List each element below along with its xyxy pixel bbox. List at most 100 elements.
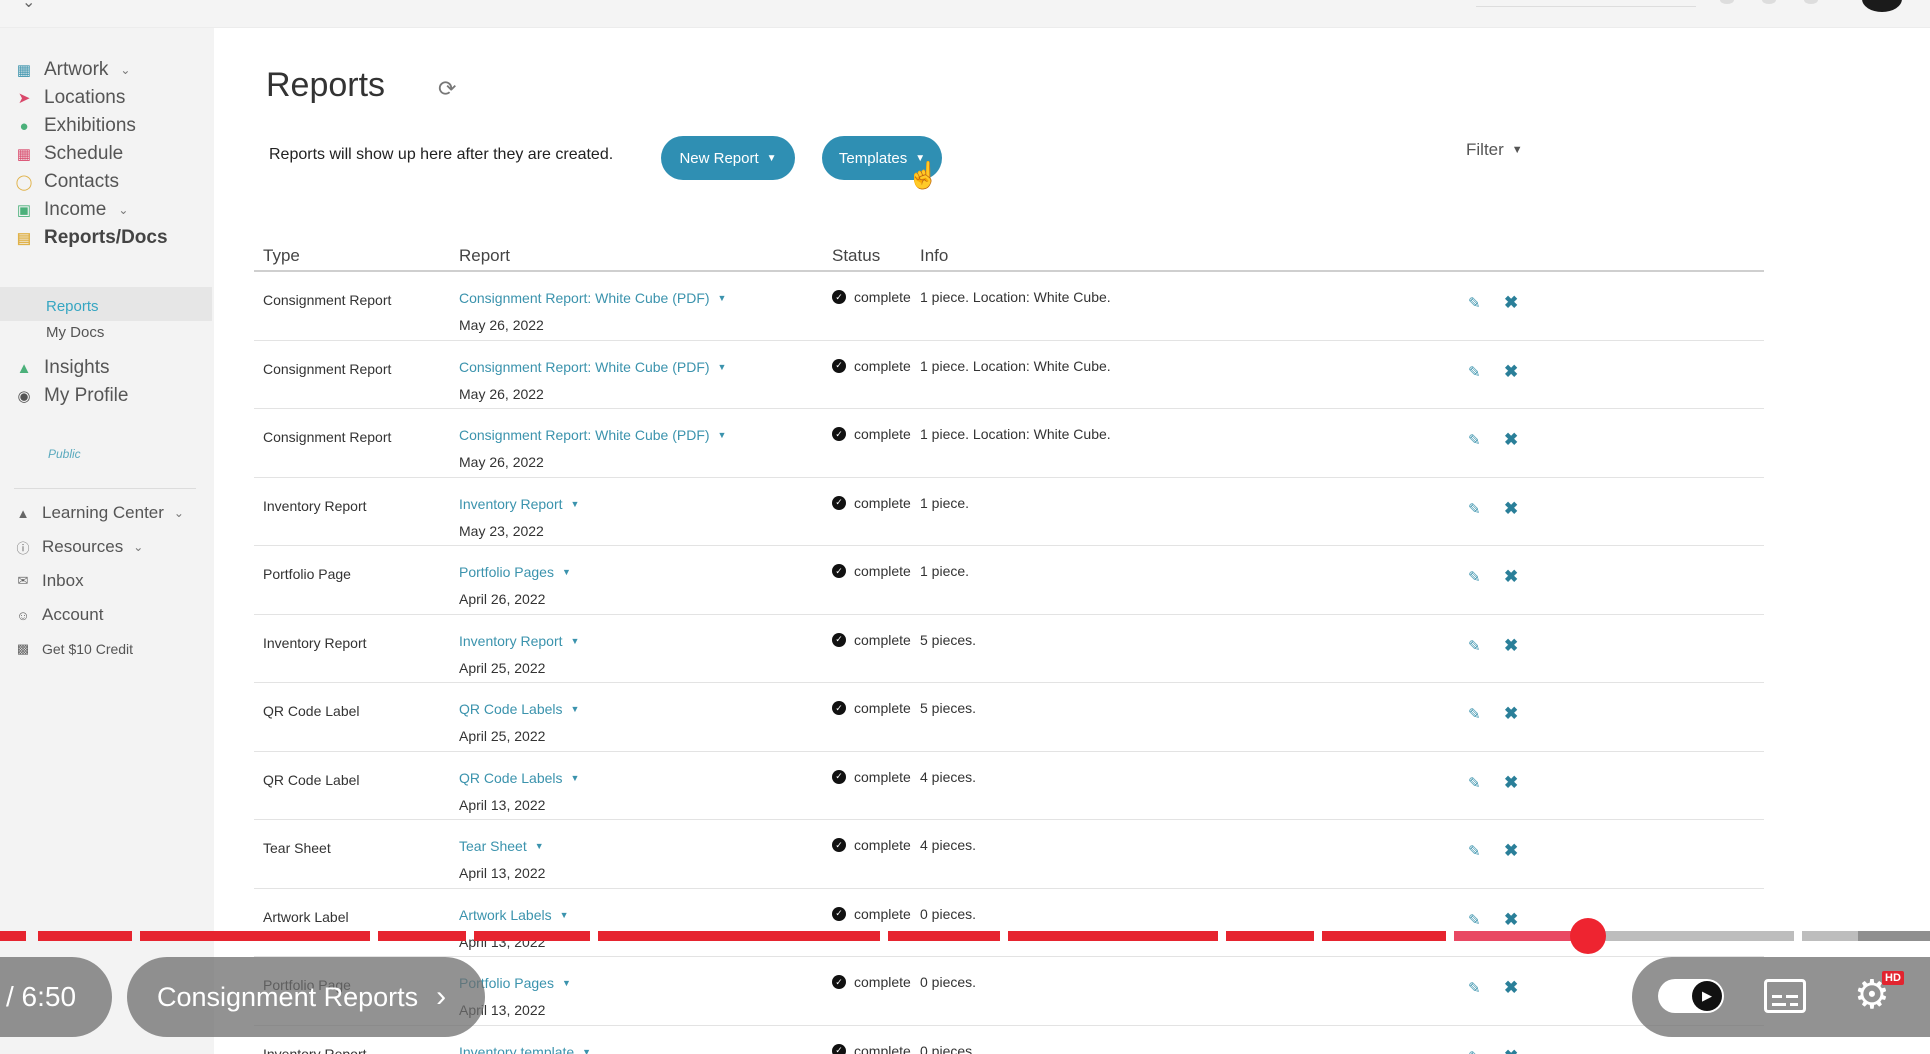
sidebar-item-account[interactable]: ☺ Account <box>14 602 103 628</box>
delete-icon[interactable]: ✖ <box>1504 293 1519 312</box>
sidebar-item-get-credit[interactable]: ▩ Get $10 Credit <box>14 636 133 662</box>
delete-icon[interactable]: ✖ <box>1504 704 1519 723</box>
sidebar-item-my-profile[interactable]: ◉ My Profile <box>14 382 128 410</box>
sidebar-item-inbox[interactable]: ✉ Inbox <box>14 568 84 594</box>
status-cell: ✓ complete <box>832 632 911 648</box>
check-circle-icon: ✓ <box>832 701 846 715</box>
edit-icon[interactable]: ✎ <box>1468 911 1481 929</box>
delete-icon[interactable]: ✖ <box>1504 1047 1522 1054</box>
map-pin-icon: ● <box>19 117 29 135</box>
report-link-label: Tear Sheet <box>459 838 527 854</box>
new-report-button[interactable]: New Report ▼ <box>661 136 795 180</box>
caret-down-icon[interactable]: ▼ <box>534 841 544 851</box>
edit-icon[interactable]: ✎ <box>1468 500 1481 518</box>
report-link[interactable]: Artwork Labels ▼ <box>459 907 569 923</box>
sidebar-item-artwork[interactable]: ▦ Artwork ⌄ <box>14 56 131 84</box>
sidebar-item-resources[interactable]: ⓘ Resources ⌄ <box>14 534 143 560</box>
report-link[interactable]: Consignment Report: White Cube (PDF) ▼ <box>459 427 726 443</box>
help-icon[interactable] <box>1762 0 1776 4</box>
caret-down-icon[interactable]: ▼ <box>570 498 580 509</box>
sidebar-item-schedule[interactable]: ▦ Schedule <box>14 140 123 168</box>
report-type: Inventory Report <box>263 1045 367 1054</box>
avatar[interactable] <box>1862 0 1902 12</box>
status-cell: ✓ complete <box>832 769 911 785</box>
caret-down-icon[interactable]: ▼ <box>717 430 727 440</box>
sidebar-item-insights[interactable]: ▲ Insights <box>14 354 110 382</box>
filter-dropdown[interactable]: Filter ▼ <box>1466 140 1523 160</box>
sidebar-item-exhibitions[interactable]: ● Exhibitions <box>14 112 135 140</box>
report-link[interactable]: Inventory Report ▼ <box>459 496 579 512</box>
scrubber-handle[interactable] <box>1570 918 1606 954</box>
caret-down-icon[interactable]: ▼ <box>717 361 727 372</box>
sidebar-subitem-reports[interactable]: Reports <box>46 298 99 315</box>
delete-icon[interactable]: ✖ <box>1504 635 1519 655</box>
sidebar-subitem-my-docs[interactable]: My Docs <box>46 324 105 341</box>
caret-down-icon[interactable]: ▼ <box>570 704 580 714</box>
profile-public-label[interactable]: Public <box>48 447 81 461</box>
caret-down-icon[interactable]: ▼ <box>570 772 580 783</box>
sidebar-item-income[interactable]: ▣ Income ⌄ <box>14 196 128 224</box>
edit-icon[interactable]: ✎ <box>1468 774 1481 792</box>
caret-down-icon[interactable]: ▼ <box>561 567 571 577</box>
table-row: Portfolio Page Portfolio Pages ▼ April 26, … <box>254 546 1764 615</box>
search-input[interactable] <box>1476 6 1696 7</box>
report-link[interactable]: Consignment Report: White Cube (PDF) ▼ <box>459 359 726 375</box>
active-nav-highlight <box>0 287 212 321</box>
chapter-button[interactable]: Consignment Reports › <box>127 957 485 1037</box>
edit-icon[interactable]: ✎ <box>1468 706 1481 723</box>
video-progress-bar[interactable] <box>0 929 1930 941</box>
chevron-down-icon[interactable]: ⌄ <box>22 0 36 11</box>
edit-icon[interactable]: ✎ <box>1468 843 1481 860</box>
sidebar-item-locations[interactable]: ➤ Locations <box>14 84 126 112</box>
edit-icon[interactable]: ✎ <box>1468 295 1481 312</box>
progress-segment <box>0 931 26 941</box>
report-link[interactable]: Inventory Report ▼ <box>459 633 579 649</box>
caret-down-icon[interactable]: ▼ <box>561 978 571 988</box>
column-header-info[interactable]: Info <box>920 246 949 265</box>
column-header-status[interactable]: Status <box>832 246 881 265</box>
column-header-report[interactable]: Report <box>459 246 511 265</box>
report-link[interactable]: Consignment Report: White Cube (PDF) ▼ <box>459 290 726 306</box>
sidebar-item-learning-center[interactable]: ▲ Learning Center ⌄ <box>14 500 184 526</box>
delete-icon[interactable]: ✖ <box>1504 909 1519 929</box>
caret-down-icon[interactable]: ▼ <box>717 293 727 303</box>
delete-icon[interactable]: ✖ <box>1504 567 1519 586</box>
edit-icon[interactable]: ✎ <box>1468 569 1481 586</box>
report-link[interactable]: Portfolio Pages ▼ <box>459 564 571 580</box>
search-icon[interactable] <box>1720 0 1734 4</box>
edit-icon[interactable]: ✎ <box>1468 432 1481 449</box>
autoplay-toggle[interactable]: ▶ <box>1658 979 1724 1013</box>
sidebar-item-label: Inbox <box>42 571 84 590</box>
sidebar-item-contacts[interactable]: ◯ Contacts <box>14 168 119 196</box>
report-link[interactable]: QR Code Labels ▼ <box>459 701 579 717</box>
delete-icon[interactable]: ✖ <box>1504 841 1519 860</box>
report-link[interactable]: Inventory template ▼ <box>459 1044 591 1054</box>
delete-icon[interactable]: ✖ <box>1504 978 1519 997</box>
progress-segment-buffered <box>1802 931 1858 941</box>
column-header-type[interactable]: Type <box>263 246 300 265</box>
templates-button[interactable]: Templates ▼ <box>822 136 942 180</box>
edit-icon[interactable]: ✎ <box>1468 637 1481 655</box>
hand-cursor-icon: ☝ <box>907 160 940 190</box>
edit-icon[interactable]: ✎ <box>1468 1048 1486 1054</box>
report-link[interactable]: Tear Sheet ▼ <box>459 838 544 854</box>
edit-icon[interactable]: ✎ <box>1468 363 1481 381</box>
caret-down-icon[interactable]: ▼ <box>582 1046 592 1054</box>
report-info: 4 pieces. <box>920 768 977 785</box>
notification-icon[interactable] <box>1804 0 1818 4</box>
table-body: Consignment Report Consignment Report: Wh… <box>254 272 1764 1054</box>
caret-down-icon[interactable]: ▼ <box>559 909 569 920</box>
edit-icon[interactable]: ✎ <box>1468 980 1481 997</box>
delete-icon[interactable]: ✖ <box>1504 361 1519 381</box>
delete-icon[interactable]: ✖ <box>1504 772 1519 792</box>
caret-down-icon[interactable]: ▼ <box>570 635 580 646</box>
delete-icon[interactable]: ✖ <box>1504 498 1519 518</box>
sidebar-item-reports-docs[interactable]: ▤ Reports/Docs <box>14 224 168 252</box>
refresh-icon[interactable]: ⟳ <box>438 76 457 101</box>
report-link[interactable]: QR Code Labels ▼ <box>459 770 579 786</box>
report-type: Consignment Report <box>263 292 392 308</box>
subtitles-icon[interactable] <box>1764 979 1806 1013</box>
report-info: 1 piece. <box>920 563 970 579</box>
delete-icon[interactable]: ✖ <box>1504 430 1519 449</box>
area-chart-icon: ▲ <box>16 359 32 377</box>
